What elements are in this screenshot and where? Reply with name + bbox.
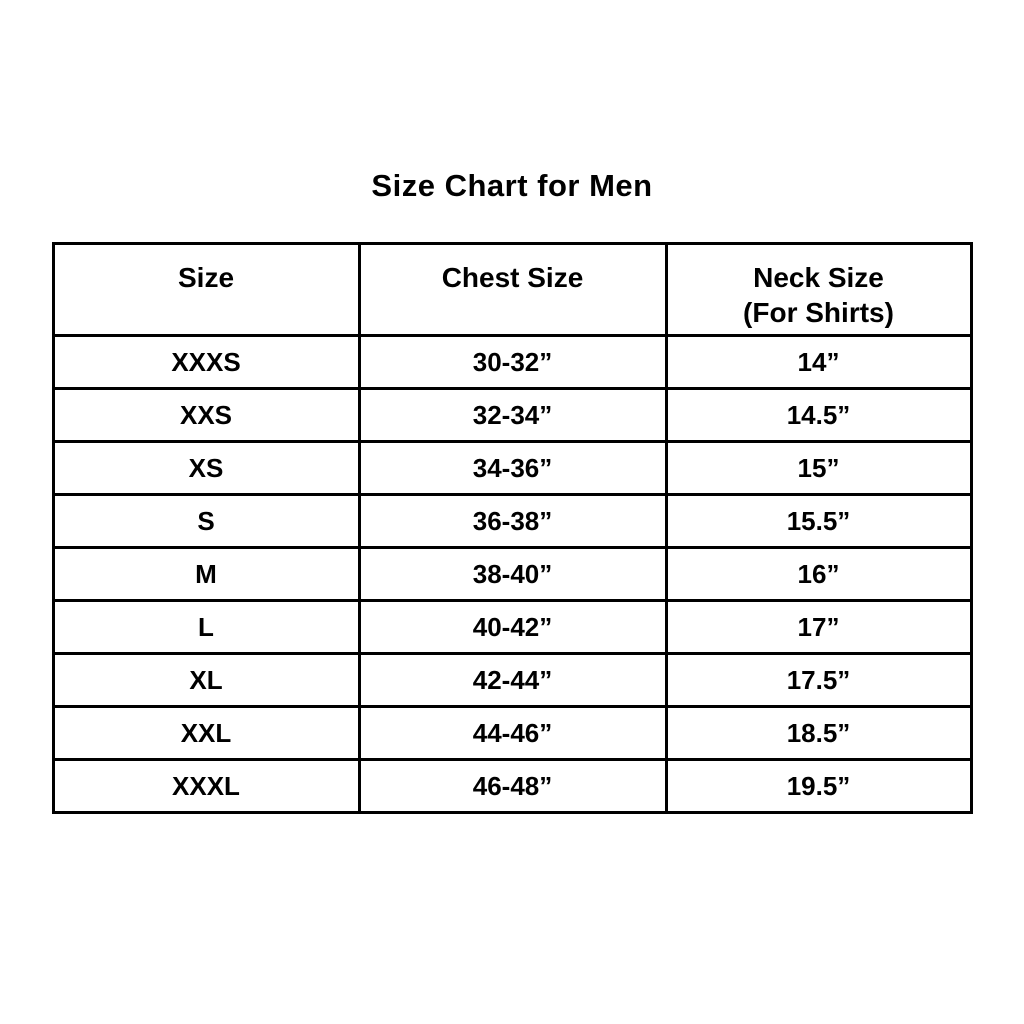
table-cell: XXXL — [51, 758, 361, 814]
table-row: M 38-40” 16” — [51, 546, 973, 602]
table-row: XXXS 30-32” 14” — [51, 334, 973, 390]
table-cell: 44-46” — [357, 705, 668, 761]
column-header-label: Size — [177, 262, 235, 293]
table-cell: 18.5” — [664, 705, 973, 761]
size-chart-table: Size Chest Size Neck Size (For Shirts) X… — [51, 242, 973, 814]
table-cell: XXS — [51, 387, 361, 443]
table-row: L 40-42” 17” — [51, 599, 973, 655]
table-cell: 14.5” — [664, 387, 973, 443]
table-cell: 42-44” — [357, 652, 668, 708]
table-cell: 36-38” — [357, 493, 668, 549]
table-cell: 15.5” — [664, 493, 973, 549]
table-cell: M — [51, 546, 361, 602]
column-header-neck-size: Neck Size (For Shirts) — [664, 242, 973, 337]
column-header-label: Neck Size — [753, 262, 884, 293]
header-row: Size Chest Size Neck Size (For Shirts) — [51, 242, 973, 337]
table-cell: XXXS — [51, 334, 361, 390]
table-cell: 17.5” — [664, 652, 973, 708]
table-cell: XS — [51, 440, 361, 496]
table-cell: 19.5” — [664, 758, 973, 814]
table-row: XXS 32-34” 14.5” — [51, 387, 973, 443]
table-cell: XXL — [51, 705, 361, 761]
table-cell: 15” — [664, 440, 973, 496]
table-cell: 30-32” — [357, 334, 668, 390]
table-cell: 14” — [664, 334, 973, 390]
table-cell: 16” — [664, 546, 973, 602]
column-header-sublabel: (For Shirts) — [743, 297, 894, 328]
size-chart-header: Size Chest Size Neck Size (For Shirts) — [51, 242, 973, 337]
table-cell: 46-48” — [357, 758, 668, 814]
table-row: XXXL 46-48” 19.5” — [51, 758, 973, 814]
table-cell: L — [51, 599, 361, 655]
column-header-label: Chest Size — [441, 262, 584, 293]
table-cell: 38-40” — [357, 546, 668, 602]
table-row: XS 34-36” 15” — [51, 440, 973, 496]
column-header-size: Size — [51, 242, 361, 337]
table-row: S 36-38” 15.5” — [51, 493, 973, 549]
table-cell: 40-42” — [357, 599, 668, 655]
table-row: XL 42-44” 17.5” — [51, 652, 973, 708]
table-row: XXL 44-46” 18.5” — [51, 705, 973, 761]
table-cell: 32-34” — [357, 387, 668, 443]
size-table-body: XXXS 30-32” 14” XXS 32-34” 14.5” XS 34-36” 15” S 3… — [51, 334, 973, 814]
table-cell: S — [51, 493, 361, 549]
table-cell: XL — [51, 652, 361, 708]
table-cell: 34-36” — [357, 440, 668, 496]
column-header-chest-size: Chest Size — [357, 242, 668, 337]
page-title: Size Chart for Men — [371, 168, 653, 203]
table-cell: 17” — [664, 599, 973, 655]
